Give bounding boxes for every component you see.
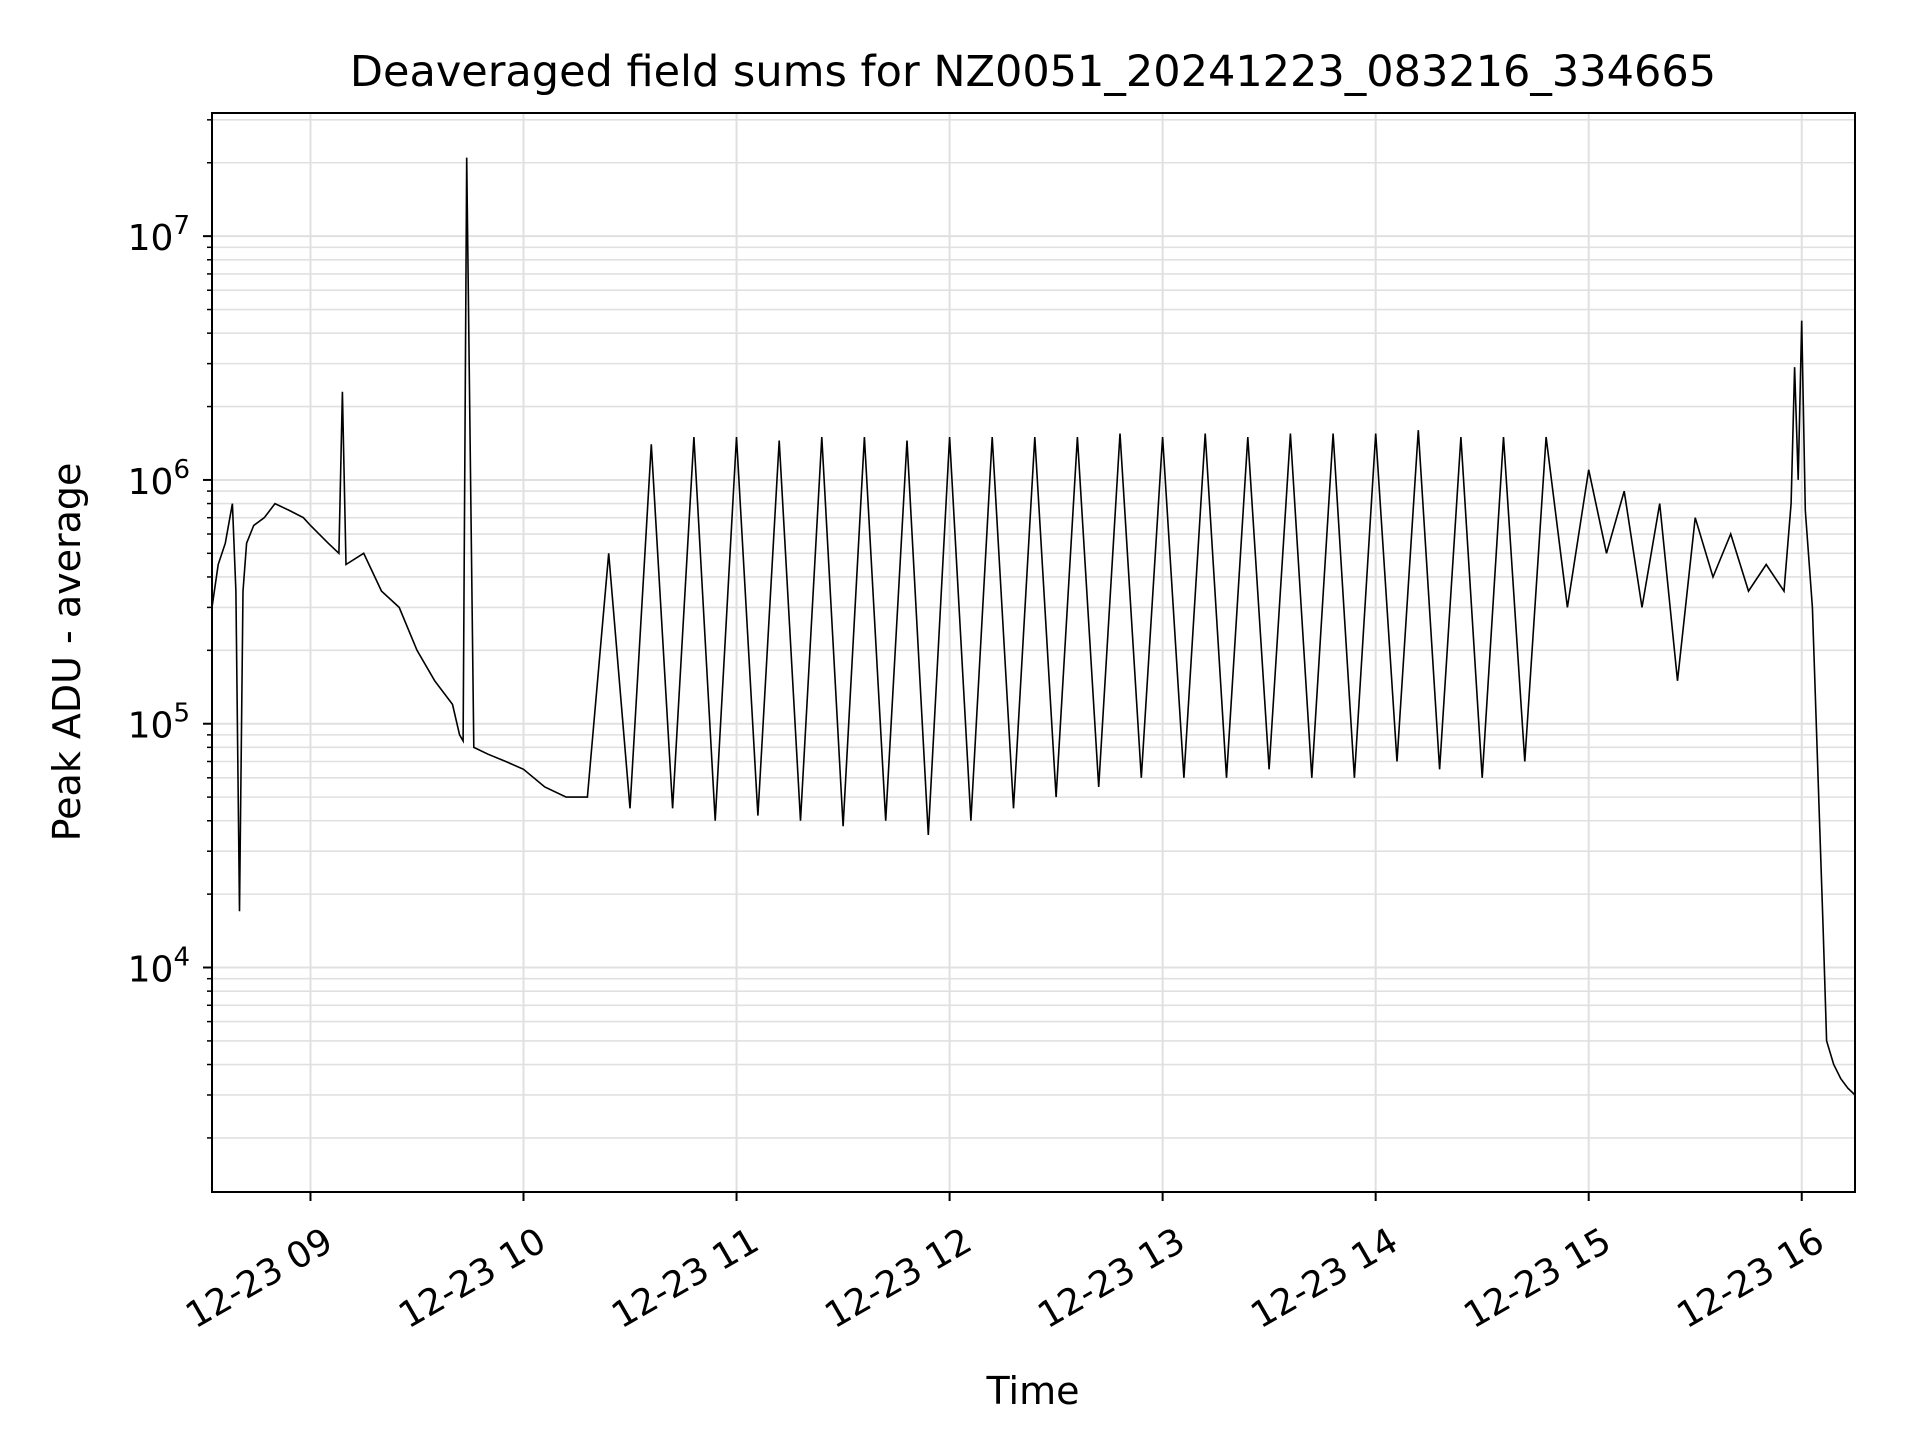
y-axis: 104 105 106 107 [128, 119, 212, 1139]
plot-frame [211, 112, 1856, 1193]
chart-title: Deaveraged field sums for NZ0051_2024122… [350, 47, 1716, 97]
x-axis-label: Time [986, 1369, 1080, 1413]
grid [212, 113, 1855, 1192]
y-axis-label: Peak ADU - average [45, 463, 89, 842]
y-tick-label: 106 [128, 455, 190, 503]
y-tick-label: 105 [128, 699, 190, 747]
y-tick-label: 107 [128, 211, 190, 259]
plot-line [211, 157, 1856, 1096]
y-tick-label: 104 [128, 943, 190, 991]
series-line [211, 157, 1856, 1096]
